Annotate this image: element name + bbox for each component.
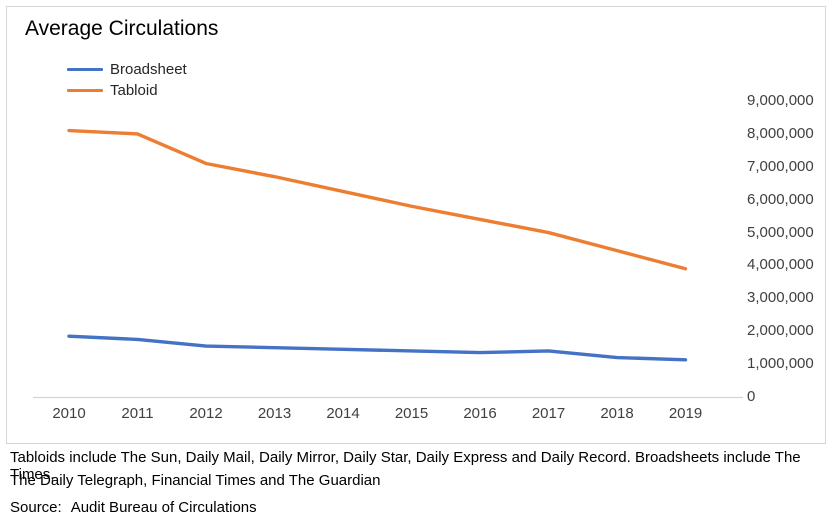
source-text: Audit Bureau of Circulations: [70, 499, 257, 516]
legend-label: Tabloid: [110, 82, 158, 99]
y-tick-label: 0: [747, 388, 756, 405]
x-tick-label: 2016: [463, 405, 497, 422]
chart-area: Average Circulations Broadsheet Tabloid 0…: [6, 6, 826, 444]
x-tick-label: 2018: [600, 405, 634, 422]
footnote-line-2: The Daily Telegraph, Financial Times and…: [10, 472, 381, 489]
y-tick-label: 8,000,000: [747, 124, 814, 142]
x-tick-label: 2015: [394, 405, 429, 422]
x-tick-label: 2017: [531, 405, 566, 422]
legend-swatch: [67, 67, 103, 72]
plot: [33, 128, 743, 399]
x-tick-label: 2012: [189, 405, 223, 422]
legend: Broadsheet Tabloid: [67, 59, 187, 101]
x-tick-label: 2010: [52, 405, 86, 422]
legend-item-broadsheet: Broadsheet: [67, 59, 187, 80]
y-tick-label: 3,000,000: [747, 289, 814, 307]
legend-item-tabloid: Tabloid: [67, 80, 187, 101]
source-line: Source: Audit Bureau of Circulations: [10, 499, 257, 516]
y-tick-label: 5,000,000: [747, 223, 814, 241]
series-line-broadsheet: [67, 334, 688, 362]
chart-title: Average Circulations: [25, 17, 219, 40]
legend-swatch: [67, 88, 103, 93]
y-tick-label: 1,000,000: [747, 355, 814, 373]
y-tick-label: 6,000,000: [747, 190, 814, 208]
x-tick-label: 2011: [121, 405, 154, 422]
y-tick-label: 9,000,000: [747, 92, 814, 109]
y-tick-label: 2,000,000: [747, 322, 814, 340]
source-label: Source:: [10, 499, 62, 516]
y-tick-label: 7,000,000: [747, 157, 814, 175]
x-axis-labels: 2010 2011 2012 2013 2014 2015 2016 2017 2018 2019: [7, 405, 827, 427]
x-tick-label: 2013: [257, 405, 292, 422]
x-tick-label: 2019: [668, 405, 703, 422]
legend-label: Broadsheet: [110, 61, 187, 78]
footnote-line-1: Tabloids include The Sun, Daily Mail, Da…: [10, 449, 801, 483]
y-tick-label: 4,000,000: [747, 256, 814, 274]
x-tick-label: 2014: [326, 405, 360, 422]
series-line-tabloid: [67, 128, 688, 271]
